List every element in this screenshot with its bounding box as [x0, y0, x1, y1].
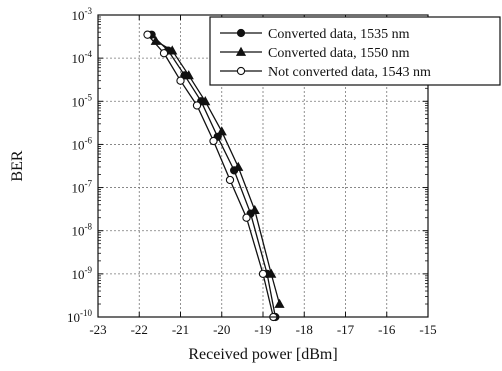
data-point — [167, 45, 178, 55]
x-tick-label: -16 — [378, 322, 396, 337]
data-point — [176, 76, 185, 85]
data-point — [192, 101, 202, 110]
y-axis-label: BER — [9, 150, 26, 181]
x-tick-label: -19 — [254, 322, 271, 337]
x-tick-label: -23 — [89, 322, 106, 337]
legend-item: Converted data, 1550 nm — [220, 46, 410, 61]
x-tick-label: -21 — [172, 322, 189, 337]
x-tick-label: -17 — [337, 322, 355, 337]
y-tick-label: 10-4 — [72, 49, 93, 66]
legend-item: Not converted data, 1543 nm — [220, 65, 431, 80]
x-tick-label: -20 — [213, 322, 230, 337]
legend-item: Converted data, 1535 nm — [220, 27, 410, 42]
data-point — [249, 204, 260, 215]
x-tick-label: -15 — [419, 322, 436, 337]
y-tick-label: 10-9 — [72, 265, 93, 282]
y-tick-label: 10-5 — [72, 92, 93, 109]
legend-marker — [235, 46, 247, 56]
data-point — [225, 175, 235, 185]
data-point — [209, 136, 218, 146]
data-point — [274, 298, 285, 308]
legend-box — [209, 16, 501, 86]
x-axis-label: Received power [dBm] — [188, 346, 337, 363]
data-point — [242, 213, 251, 222]
series-layer — [143, 30, 285, 322]
data-point — [159, 49, 169, 58]
series-2 — [150, 35, 285, 308]
data-point — [233, 161, 244, 171]
legend-label: Converted data, 1535 nm — [268, 27, 410, 42]
legend-marker — [236, 28, 246, 38]
data-point — [200, 96, 211, 106]
data-point — [266, 268, 277, 278]
legend-marker — [236, 66, 246, 76]
data-point — [183, 70, 194, 80]
y-tick-label: 10-7 — [72, 179, 93, 196]
x-tick-label: -18 — [296, 322, 313, 337]
x-tick-label: -22 — [131, 322, 148, 337]
legend-label: Converted data, 1550 nm — [268, 46, 410, 61]
y-tick-label: 10-3 — [72, 6, 93, 23]
y-tick-label: 10-8 — [72, 222, 93, 239]
y-tick-label: 10-10 — [67, 308, 92, 325]
data-point — [258, 269, 268, 279]
y-tick-label: 10-6 — [72, 135, 93, 152]
series-3 — [143, 30, 278, 322]
legend-label: Not converted data, 1543 nm — [268, 65, 431, 80]
data-point — [216, 126, 227, 136]
data-point — [143, 30, 152, 39]
legend: Converted data, 1535 nm Converted data, 1… — [209, 16, 501, 86]
